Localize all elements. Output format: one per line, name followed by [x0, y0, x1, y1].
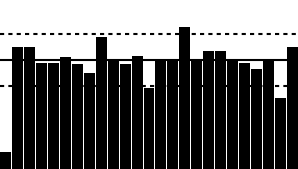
Bar: [227, 59, 238, 169]
Bar: [84, 73, 95, 169]
Bar: [215, 51, 226, 169]
Bar: [108, 61, 119, 169]
Bar: [48, 63, 59, 169]
Bar: [36, 63, 47, 169]
Bar: [203, 51, 214, 169]
Bar: [275, 98, 285, 169]
Bar: [167, 61, 178, 169]
Bar: [132, 56, 142, 169]
Bar: [179, 27, 190, 169]
Bar: [263, 61, 274, 169]
Bar: [144, 88, 154, 169]
Bar: [13, 47, 23, 169]
Bar: [156, 61, 166, 169]
Bar: [96, 37, 107, 169]
Bar: [251, 69, 262, 169]
Bar: [24, 47, 35, 169]
Bar: [239, 63, 250, 169]
Bar: [191, 61, 202, 169]
Bar: [120, 64, 131, 169]
Bar: [1, 152, 11, 169]
Bar: [60, 57, 71, 169]
Bar: [72, 64, 83, 169]
Bar: [287, 47, 297, 169]
